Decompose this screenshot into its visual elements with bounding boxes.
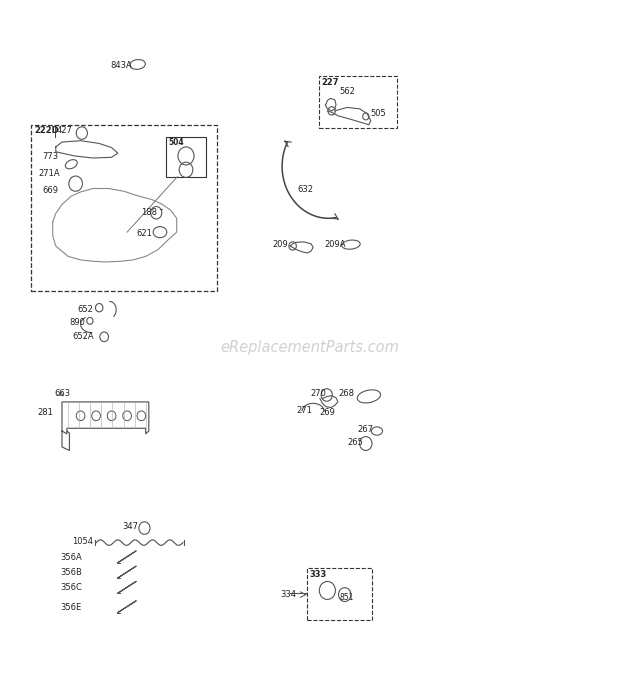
Text: 851: 851: [340, 593, 354, 602]
Text: 271: 271: [296, 407, 312, 415]
Text: 222D: 222D: [34, 126, 59, 135]
Bar: [307, 568, 372, 620]
Text: 333: 333: [309, 570, 327, 579]
Text: 209A: 209A: [325, 240, 347, 249]
Text: 267: 267: [358, 426, 374, 434]
Text: 504: 504: [169, 138, 184, 147]
Text: 843A: 843A: [110, 61, 132, 69]
Bar: [31, 125, 217, 291]
Text: 621: 621: [136, 229, 153, 238]
Text: 270: 270: [310, 389, 326, 398]
Text: 652: 652: [78, 305, 94, 313]
Text: 773: 773: [42, 152, 58, 161]
Text: 505: 505: [371, 109, 386, 119]
Text: 209: 209: [273, 240, 288, 249]
Text: 632: 632: [298, 186, 314, 194]
Text: 268: 268: [338, 389, 354, 398]
Text: eReplacementParts.com: eReplacementParts.com: [221, 340, 399, 356]
Text: 562: 562: [340, 87, 356, 96]
Text: 427: 427: [57, 126, 73, 135]
Text: 356B: 356B: [61, 568, 82, 577]
Text: 669: 669: [42, 186, 58, 195]
Text: 227: 227: [322, 78, 339, 87]
Text: 265: 265: [347, 438, 363, 446]
Bar: [319, 76, 397, 128]
Text: 356C: 356C: [61, 584, 82, 592]
Text: 269: 269: [319, 408, 335, 416]
Text: 1054: 1054: [73, 538, 94, 546]
Bar: [166, 137, 206, 177]
Text: 271A: 271A: [38, 169, 60, 178]
Text: 347: 347: [123, 523, 139, 531]
Text: 652A: 652A: [72, 333, 94, 341]
Text: 334: 334: [280, 590, 296, 599]
Text: 281: 281: [37, 408, 53, 416]
Text: 890: 890: [69, 318, 86, 326]
Text: 663: 663: [55, 389, 71, 398]
Text: 356E: 356E: [61, 603, 82, 611]
Text: 356A: 356A: [61, 553, 82, 561]
Text: 188: 188: [141, 208, 157, 217]
